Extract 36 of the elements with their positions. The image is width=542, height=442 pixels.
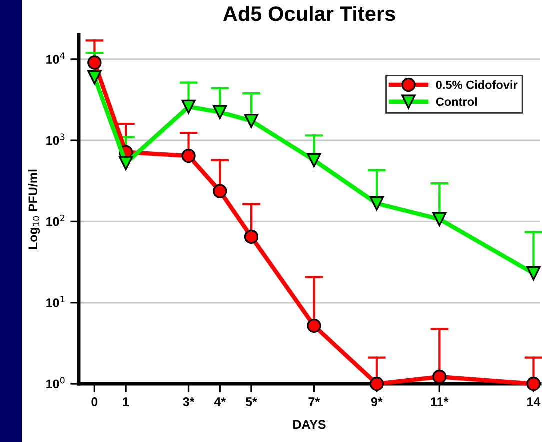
- y-tick-label: 10$^{0}$: [46, 377, 65, 389]
- y-tick-label: 10$^{1}$: [46, 296, 65, 308]
- x-tick-label: 4*: [214, 398, 226, 406]
- point: [526, 376, 541, 392]
- point: [213, 105, 228, 120]
- point: [182, 100, 196, 114]
- point: [307, 318, 322, 333]
- legend-label: Control: [436, 97, 477, 106]
- point: [88, 70, 102, 85]
- chart-title: Ad5 Ocular Titers: [223, 6, 396, 22]
- point: [244, 114, 259, 128]
- x-tick-label: 11*: [431, 398, 449, 406]
- point: [526, 266, 541, 281]
- point: [213, 184, 228, 198]
- point: [307, 153, 322, 168]
- x-tick-label: 14: [528, 398, 541, 406]
- point: [432, 370, 447, 384]
- x-tick-label: 9*: [371, 398, 383, 406]
- y-tick-label: 10$^{2}$: [46, 214, 65, 226]
- y-axis-title: Log$_{10}$ PFU/ml: [28, 170, 40, 250]
- point: [182, 148, 196, 164]
- x-tick-label: 0: [92, 398, 98, 406]
- point: [244, 230, 259, 244]
- x-tick-label: 3*: [183, 398, 195, 406]
- point: [118, 156, 134, 170]
- point: [88, 56, 102, 70]
- x-tick-label: 7*: [308, 398, 320, 406]
- legend-label: 0.5% Cidofovir: [436, 80, 518, 90]
- point: [432, 212, 447, 226]
- x-axis-title: DAYS: [294, 420, 326, 430]
- x-tick-label: 5*: [246, 398, 258, 406]
- x-tick-label: 1: [123, 398, 130, 406]
- point: [370, 376, 384, 392]
- y-tick-label: 10$^{4}$: [46, 52, 65, 64]
- y-tick-label: 10$^{3}$: [46, 134, 65, 146]
- point: [370, 196, 384, 211]
